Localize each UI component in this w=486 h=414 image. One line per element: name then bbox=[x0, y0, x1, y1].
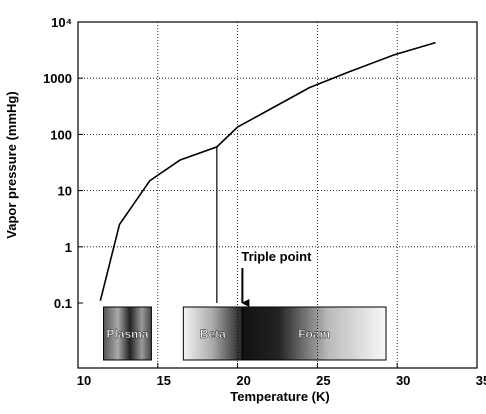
region-band bbox=[241, 306, 387, 361]
region-label: Foam bbox=[298, 327, 330, 341]
y-axis-title: Vapor pressure (mmHg) bbox=[4, 91, 19, 238]
annotation-label: Triple point bbox=[241, 249, 312, 264]
region-band bbox=[103, 306, 152, 361]
x-tick-label: 10 bbox=[77, 373, 91, 388]
x-tick-label: 20 bbox=[236, 373, 250, 388]
y-tick-label: 10⁴ bbox=[51, 15, 72, 30]
x-axis-title: Temperature (K) bbox=[230, 389, 329, 404]
y-tick-label: 10 bbox=[58, 184, 72, 199]
region-label: Beta bbox=[200, 327, 226, 341]
y-tick-label: 1000 bbox=[43, 71, 72, 86]
plot-frame bbox=[77, 21, 478, 369]
y-tick-label: 0.1 bbox=[54, 296, 72, 311]
region-label: Plasma bbox=[106, 327, 148, 341]
y-tick-label: 1 bbox=[65, 240, 72, 255]
x-tick-label: 15 bbox=[157, 373, 171, 388]
y-tick-label: 100 bbox=[50, 127, 72, 142]
x-tick-label: 25 bbox=[316, 373, 330, 388]
x-tick-label: 35 bbox=[476, 373, 486, 388]
region-band bbox=[182, 306, 243, 361]
curve bbox=[99, 41, 436, 301]
x-tick-label: 30 bbox=[396, 373, 410, 388]
